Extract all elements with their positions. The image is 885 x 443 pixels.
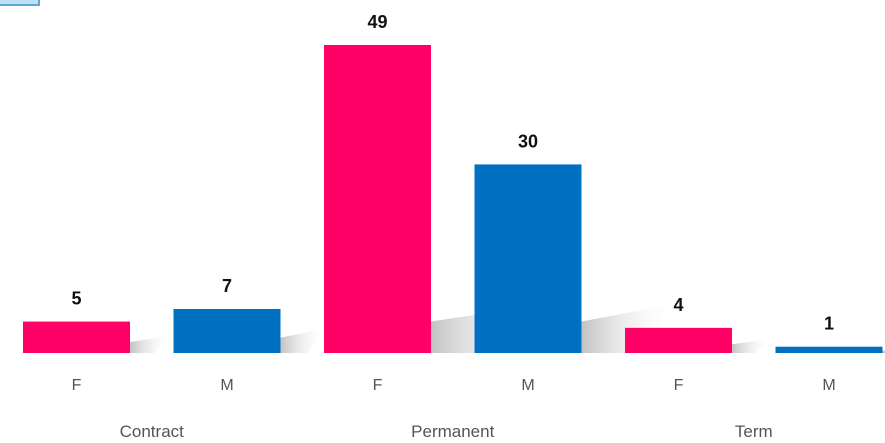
data-label: 4 [673, 295, 683, 315]
x-tick-label: M [822, 377, 835, 394]
bar-shadow [732, 339, 771, 353]
x-group-labels: Contract Permanent Term [120, 422, 773, 441]
data-label: 49 [367, 12, 387, 32]
x-group-label: Term [735, 422, 773, 441]
x-tick-label: F [373, 377, 383, 394]
x-group-label: Permanent [411, 422, 494, 441]
bar-contract-f [23, 321, 130, 353]
bars [23, 45, 883, 353]
data-label: 7 [222, 276, 232, 296]
bar-term-m [775, 346, 883, 353]
x-tick-label: F [72, 377, 82, 394]
bar-contract-m [173, 309, 281, 353]
data-label: 1 [824, 314, 834, 334]
bar-shadow [280, 328, 326, 353]
bar-shadow [882, 350, 885, 353]
x-tick-label: M [521, 377, 534, 394]
data-labels: 5 7 49 30 4 1 [71, 12, 834, 334]
corner-tab [0, 0, 40, 6]
x-tick-label: F [674, 377, 684, 394]
bar-permanent-f [324, 45, 431, 353]
data-label: 5 [71, 289, 81, 309]
bar-permanent-m [474, 164, 582, 353]
data-label: 30 [518, 131, 538, 151]
bar-shadow [130, 335, 171, 353]
x-group-label: Contract [120, 422, 185, 441]
bar-term-f [625, 327, 732, 353]
x-tick-label: M [220, 377, 233, 394]
